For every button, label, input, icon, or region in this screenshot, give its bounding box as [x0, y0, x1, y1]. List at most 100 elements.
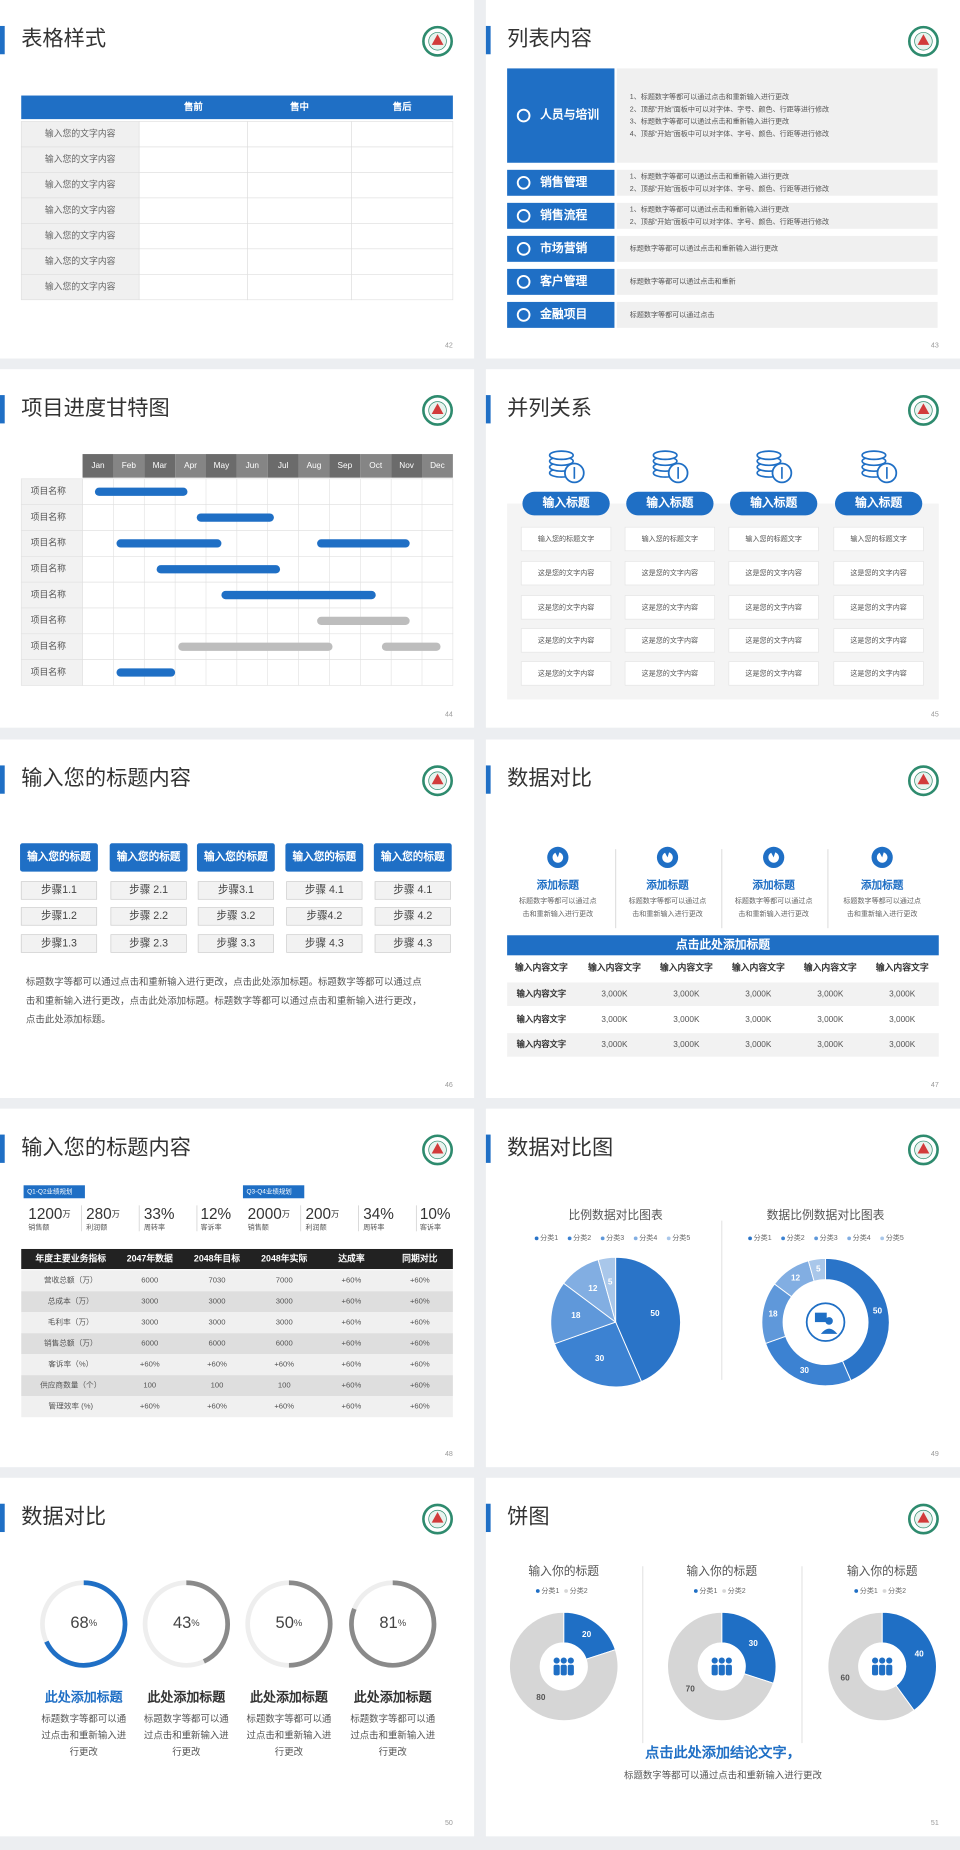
chart-title: 输入你的标题 — [686, 1564, 757, 1578]
table-cell: 输入内容文字 — [517, 1039, 566, 1049]
month-label: Apr — [184, 461, 197, 470]
item-icon — [516, 308, 531, 322]
cell-text: 这是您的文字内容 — [745, 635, 801, 644]
table-row — [21, 1354, 453, 1376]
header-cell: 同期对比 — [402, 1252, 437, 1263]
column-cell — [728, 628, 819, 653]
item-text: 击和重新输入进行更改 — [847, 909, 918, 918]
table-cell: 3000 — [141, 1318, 158, 1327]
table-cell: 7000 — [276, 1276, 293, 1285]
column-cell — [833, 595, 924, 620]
stat-number: 12% — [200, 1206, 231, 1223]
slide-background — [0, 1477, 475, 1837]
table-cell: +60% — [207, 1360, 227, 1369]
chart-title: 输入你的标题 — [847, 1564, 918, 1578]
month-header — [422, 454, 453, 478]
table-cell: +60% — [342, 1276, 362, 1285]
table-row — [21, 1312, 453, 1334]
cell-text: 这是您的文字内容 — [850, 568, 906, 577]
legend-label: 分类1 — [540, 1233, 558, 1242]
legend-dot — [722, 1589, 727, 1593]
table-cell: 供应商数量（个） — [40, 1380, 101, 1390]
table-row — [507, 1033, 939, 1057]
step-text: 步骤 3.2 — [216, 910, 255, 922]
people-icon — [567, 1657, 574, 1664]
step-text: 步骤4.2 — [306, 910, 342, 922]
item-text-bg — [616, 202, 938, 229]
step-text: 步骤1.1 — [41, 884, 77, 896]
slice-label: 80 — [536, 1693, 546, 1702]
slice-label: 12 — [791, 1274, 801, 1283]
title-bar — [485, 1134, 491, 1163]
ring-number: 81 — [379, 1614, 397, 1632]
slide-background — [485, 1108, 960, 1468]
ring-unit: % — [191, 1618, 200, 1629]
table-cell: 总成本（万） — [48, 1296, 94, 1306]
logo-mark — [431, 1142, 444, 1154]
gantt-bar — [381, 642, 441, 651]
cell-text: 这是您的文字内容 — [538, 568, 594, 577]
item-label-bg — [507, 235, 615, 262]
item-title: 此处添加标题 — [147, 1690, 225, 1705]
logo-mark — [431, 1511, 444, 1523]
people-icon — [553, 1657, 560, 1664]
step-box — [286, 907, 363, 926]
gantt-bar — [94, 487, 188, 496]
item-label-bg — [507, 68, 615, 163]
people-icon — [879, 1664, 886, 1676]
month-label: Jan — [91, 461, 105, 470]
people-icon — [560, 1664, 567, 1676]
table-cell — [247, 172, 352, 199]
table-cell: 管理效率 (%) — [48, 1401, 93, 1411]
table-cell: 输入内容文字 — [517, 988, 566, 998]
legend-dot — [693, 1589, 698, 1593]
column-header-text: 输入标题 — [646, 496, 693, 510]
title-bar — [0, 1134, 5, 1163]
pie-slice — [881, 1611, 937, 1712]
task-label: 项目名称 — [31, 588, 66, 599]
step-header — [285, 843, 364, 872]
stat-label: 客诉率 — [200, 1223, 221, 1232]
item-text: 2、顶部“开始”面板中可以对字体、字号、颜色、行距等进行修改 — [630, 104, 829, 113]
legend-dot — [564, 1589, 568, 1593]
cell-text: 这是您的文字内容 — [642, 568, 698, 577]
table-cell — [247, 121, 352, 148]
cell-text: 这是您的文字内容 — [745, 668, 801, 677]
step-header-text: 输入您的标题 — [292, 850, 356, 863]
gantt-bar — [317, 539, 410, 548]
cell-text: 这是您的文字内容 — [850, 668, 906, 677]
table-cell: +60% — [410, 1276, 430, 1285]
ring-arc — [44, 1580, 128, 1668]
table-cell: 输入内容文字 — [517, 1014, 566, 1024]
table-cell: +60% — [342, 1297, 362, 1306]
cell-text: 这是您的文字内容 — [850, 635, 906, 644]
stat-unit: 万 — [62, 1210, 70, 1219]
table-cell: 100 — [211, 1381, 224, 1390]
table-cell: 3,000K — [745, 1040, 772, 1049]
month-label: Mar — [153, 461, 167, 470]
gantt-bar — [196, 513, 274, 522]
cell-text: 输入您的标题文字 — [538, 534, 594, 543]
step-box — [110, 881, 187, 900]
stat-label: 客诉率 — [420, 1223, 441, 1232]
table-cell: 6000 — [276, 1339, 293, 1348]
stat-label: 周转率 — [363, 1223, 384, 1232]
step-header — [373, 843, 452, 872]
slice-label: 30 — [800, 1366, 810, 1375]
stat-unit: 万 — [112, 1210, 120, 1219]
logo-mark — [917, 403, 930, 414]
item-text: 击和重新输入进行更改 — [523, 909, 594, 918]
column-header-text: 输入标题 — [855, 496, 902, 510]
people-icon — [560, 1657, 567, 1664]
step-header — [20, 843, 98, 872]
slice-label: 18 — [768, 1309, 778, 1318]
row-label: 输入您的文字内容 — [45, 204, 116, 215]
ring-unit: % — [294, 1618, 303, 1629]
title-bar — [0, 765, 5, 794]
slice-label: 30 — [595, 1354, 605, 1363]
people-icon — [718, 1664, 725, 1676]
stat-label: 销售额 — [248, 1223, 269, 1232]
cell-text: 输入您的标题文字 — [745, 534, 801, 543]
